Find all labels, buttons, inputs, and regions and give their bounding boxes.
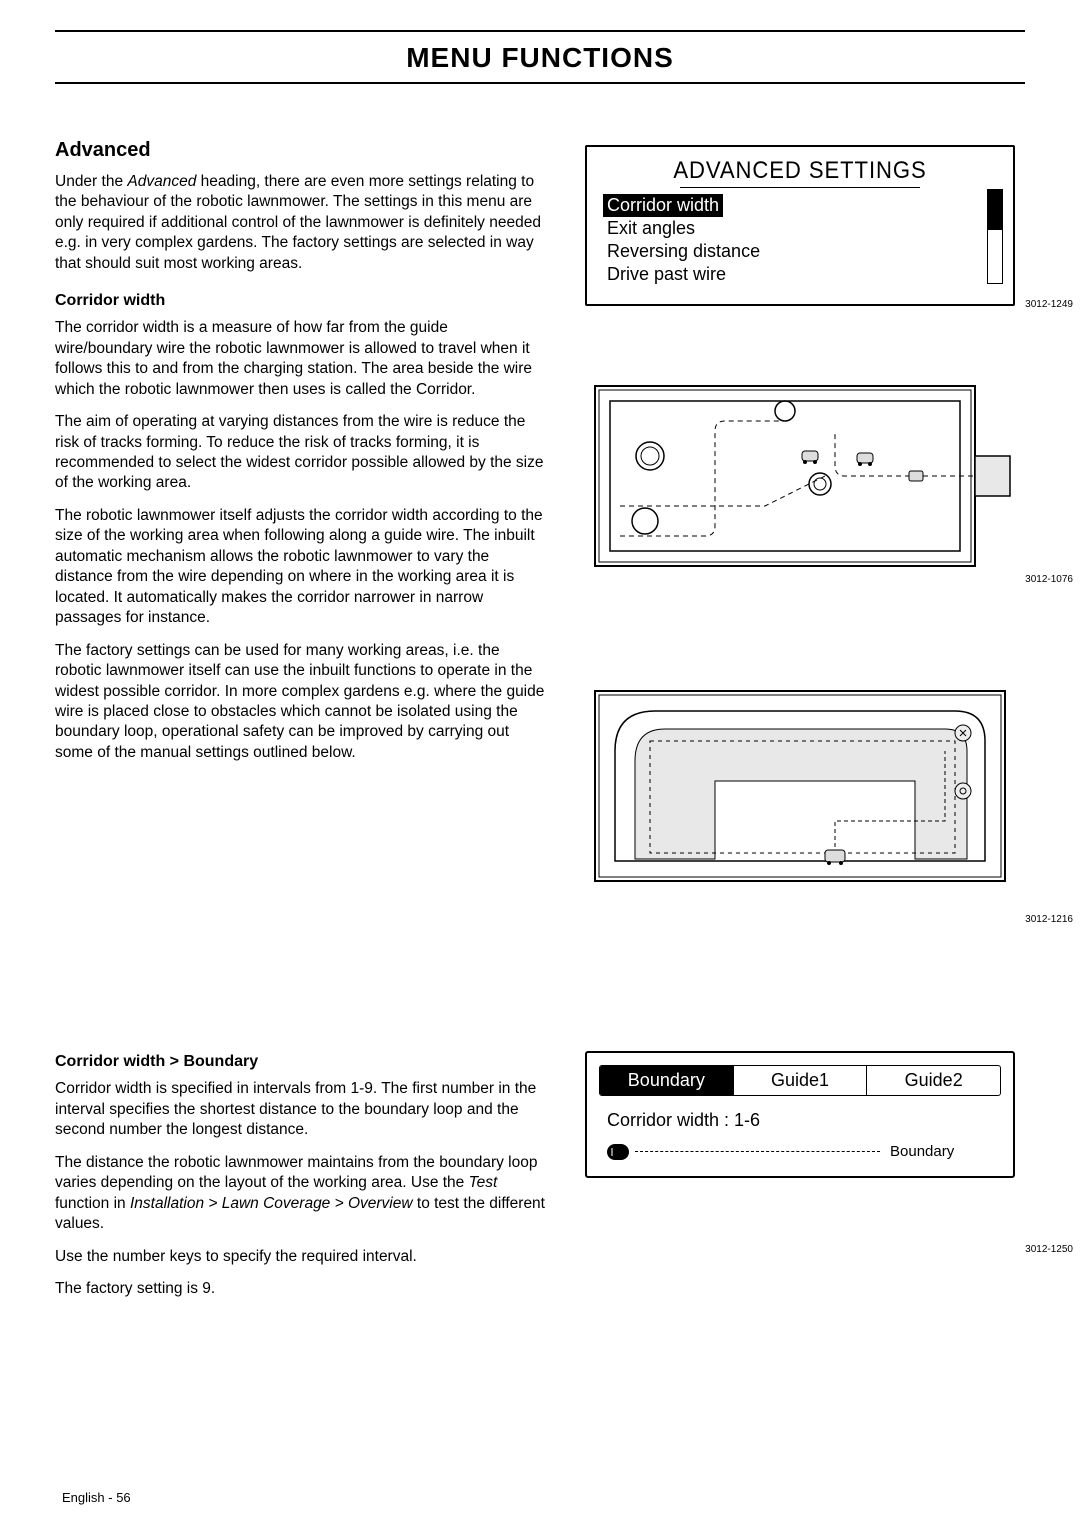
slider-knob-icon[interactable] <box>607 1144 629 1160</box>
lcd-scroll-thumb[interactable] <box>988 190 1002 230</box>
para-corridor-3: The robotic lawnmower itself adjusts the… <box>55 506 545 629</box>
text: Under the <box>55 173 127 190</box>
lcd-title: ADVANCED SETTINGS <box>617 157 983 185</box>
lcd-menu-item-exit-angles[interactable]: Exit angles <box>603 217 699 240</box>
slider-end-label: Boundary <box>890 1143 954 1160</box>
tab-guide2[interactable]: Guide2 <box>867 1066 1000 1095</box>
lcd-scrollbar[interactable] <box>987 189 1003 284</box>
tab-boundary[interactable]: Boundary <box>600 1066 734 1095</box>
text: function in <box>55 1195 130 1212</box>
heading-corridor-boundary: Corridor width > Boundary <box>55 1053 545 1071</box>
text-italic: Advanced <box>127 173 196 190</box>
lcd-advanced-settings: ADVANCED SETTINGS Corridor width Exit an… <box>585 145 1015 306</box>
lcd-menu-item-reversing-distance[interactable]: Reversing distance <box>603 240 764 263</box>
lcd-tabs: Boundary Guide1 Guide2 <box>599 1065 1001 1096</box>
lcd-menu-item-drive-past-wire[interactable]: Drive past wire <box>603 263 730 286</box>
para-boundary-1: Corridor width is specified in intervals… <box>55 1079 545 1140</box>
text-italic: Installation > Lawn Coverage > Overview <box>130 1195 413 1212</box>
page-footer: English - 56 <box>62 1490 131 1505</box>
text: The distance the robotic lawnmower maint… <box>55 1154 537 1191</box>
slider-track[interactable] <box>635 1151 880 1152</box>
figure-ref-4: 3012-1250 <box>1025 1244 1073 1255</box>
diagram-corridor-boundary <box>585 681 1015 891</box>
para-corridor-1: The corridor width is a measure of how f… <box>55 318 545 400</box>
para-boundary-2: The distance the robotic lawnmower maint… <box>55 1153 545 1235</box>
left-column: Advanced Under the Advanced heading, the… <box>55 139 545 1311</box>
para-boundary-4: The factory setting is 9. <box>55 1279 545 1299</box>
tab-guide1[interactable]: Guide1 <box>734 1066 868 1095</box>
heading-corridor-width: Corridor width <box>55 292 545 310</box>
para-advanced-intro: Under the Advanced heading, there are ev… <box>55 172 545 274</box>
heading-advanced: Advanced <box>55 139 545 162</box>
para-boundary-3: Use the number keys to specify the requi… <box>55 1247 545 1267</box>
rule-bottom-title <box>55 82 1025 84</box>
figure-ref-2: 3012-1076 <box>1025 574 1073 585</box>
diagram-corridor-lawn <box>585 376 1015 576</box>
figure-ref-3: 3012-1216 <box>1025 914 1073 925</box>
para-corridor-4: The factory settings can be used for man… <box>55 641 545 764</box>
figure-ref-1: 3012-1249 <box>1025 299 1073 310</box>
lcd-corridor-boundary: Boundary Guide1 Guide2 Corridor width : … <box>585 1051 1015 1178</box>
lcd-body: Corridor width : 1-6 Boundary <box>599 1096 1001 1164</box>
rule-top <box>55 30 1025 32</box>
page-title: MENU FUNCTIONS <box>55 36 1025 82</box>
lcd-slider[interactable]: Boundary <box>607 1143 993 1160</box>
right-column: ADVANCED SETTINGS Corridor width Exit an… <box>585 139 1025 1311</box>
lcd-corridor-width-value: Corridor width : 1-6 <box>607 1110 993 1131</box>
lcd-underline <box>680 187 920 188</box>
text-italic: Test <box>469 1174 498 1191</box>
para-corridor-2: The aim of operating at varying distance… <box>55 412 545 494</box>
lcd-menu-item-corridor-width[interactable]: Corridor width <box>603 194 723 217</box>
content-columns: Advanced Under the Advanced heading, the… <box>55 139 1025 1311</box>
lcd-menu-list: Corridor width Exit angles Reversing dis… <box>603 194 999 286</box>
